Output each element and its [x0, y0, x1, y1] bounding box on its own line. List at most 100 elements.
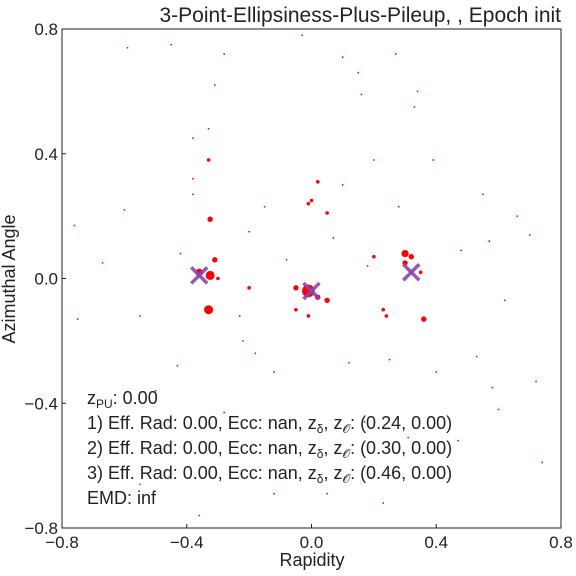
x-tick-label: 0.4 [424, 533, 448, 552]
particle-point [315, 180, 320, 184]
particle-point [223, 411, 226, 414]
particle-point [204, 305, 214, 315]
particle-point [324, 297, 330, 304]
particle-point [154, 389, 157, 392]
particle-point [457, 439, 459, 442]
particle-point [176, 364, 179, 367]
particle-point [170, 43, 173, 46]
particle-point [366, 265, 369, 267]
annotation-line: 2) Eff. Rad: 0.00, Ecc: nan, zδ, z𝒪: (0.… [87, 438, 452, 461]
particle-point [535, 380, 537, 383]
annotation-line: 3) Eff. Rad: 0.00, Ecc: nan, zδ, z𝒪: (0.… [87, 463, 452, 486]
y-axis-label: Azimuthal Angle [0, 214, 19, 343]
particle-point [421, 316, 427, 322]
particle-point [126, 46, 129, 49]
particle-point [394, 53, 397, 55]
particle-point [326, 492, 328, 495]
annotation-line: zPU: 0.00 [87, 388, 158, 411]
particle-point [497, 408, 500, 411]
particle-point [123, 208, 126, 211]
particle-point [381, 307, 386, 312]
particle-point [76, 318, 79, 320]
annotation-box: zPU: 0.001) Eff. Rad: 0.00, Ecc: nan, zδ… [87, 388, 452, 508]
x-tick-label: −0.4 [170, 533, 204, 552]
particle-point [295, 452, 297, 455]
particle-point [397, 205, 400, 208]
particle-point [460, 249, 463, 252]
x-tick-label: 0.8 [549, 533, 573, 552]
x-tick-label: 0.0 [300, 533, 324, 552]
particle-point [528, 233, 531, 236]
x-axis-label: Rapidity [279, 550, 344, 570]
particle-point [139, 483, 141, 486]
particle-point [372, 254, 376, 259]
particle-point [212, 257, 218, 263]
particle-point [247, 286, 251, 290]
particle-point [357, 71, 360, 74]
particle-point [248, 230, 251, 233]
particle-point [216, 276, 220, 281]
particle-point [294, 307, 298, 312]
particle-point [325, 211, 329, 215]
particle-point [348, 361, 350, 364]
particle-point [401, 249, 409, 258]
cluster-center-x [302, 281, 321, 301]
particle-point [192, 137, 194, 140]
particle-point [516, 215, 519, 218]
particle-point [382, 502, 385, 504]
particle-point [341, 184, 344, 186]
particle-point [488, 240, 491, 242]
particle-point [384, 314, 389, 318]
particle-point [213, 84, 216, 87]
particle-point [388, 358, 391, 361]
particle-point [241, 339, 244, 342]
particle-point [416, 90, 419, 93]
y-tick-label: 0.4 [34, 145, 58, 164]
particle-point [503, 299, 506, 302]
particle-point [254, 352, 257, 355]
particle-point [179, 252, 182, 255]
y-tick-label: −0.8 [24, 519, 58, 538]
particle-point [418, 270, 423, 275]
chart-title: 3-Point-Ellipsiness-Plus-Pileup, , Epoch… [159, 4, 561, 27]
particle-point [206, 158, 211, 162]
particle-point [192, 177, 194, 180]
particle-point [306, 201, 311, 206]
cluster-center-x [189, 266, 209, 285]
particle-point [432, 159, 435, 161]
particle-point [293, 285, 299, 291]
particle-point [73, 224, 76, 227]
particle-point [207, 216, 213, 222]
particle-point [192, 193, 194, 196]
particle-point [309, 198, 314, 203]
y-tick-label: 0.8 [34, 20, 58, 39]
particle-point [435, 371, 438, 373]
particle-point [408, 253, 414, 260]
particle-point [238, 315, 241, 317]
particle-point [306, 314, 311, 318]
x-axis-ticks: −0.8 −0.4 0.0 0.4 0.8 [45, 524, 573, 552]
particle-point [273, 371, 275, 373]
particle-point [363, 421, 366, 423]
particle-point [341, 56, 344, 58]
particle-point [207, 127, 210, 130]
y-tick-label: 0.0 [34, 270, 58, 289]
particle-point [407, 436, 410, 439]
x-tick-label: −0.8 [45, 533, 79, 552]
particle-point [491, 386, 494, 389]
particle-point [302, 284, 315, 298]
annotation-line: EMD: inf [87, 488, 157, 508]
particle-point [273, 492, 275, 495]
particle-point [372, 159, 375, 161]
particle-point [475, 355, 478, 358]
particle-point [301, 34, 304, 37]
particle-point [541, 461, 544, 464]
particle-point [332, 237, 335, 239]
particle-point [139, 315, 141, 317]
particle-point [223, 53, 226, 55]
y-tick-label: −0.4 [24, 394, 58, 413]
plot-area [73, 34, 544, 517]
particle-point [198, 514, 201, 517]
